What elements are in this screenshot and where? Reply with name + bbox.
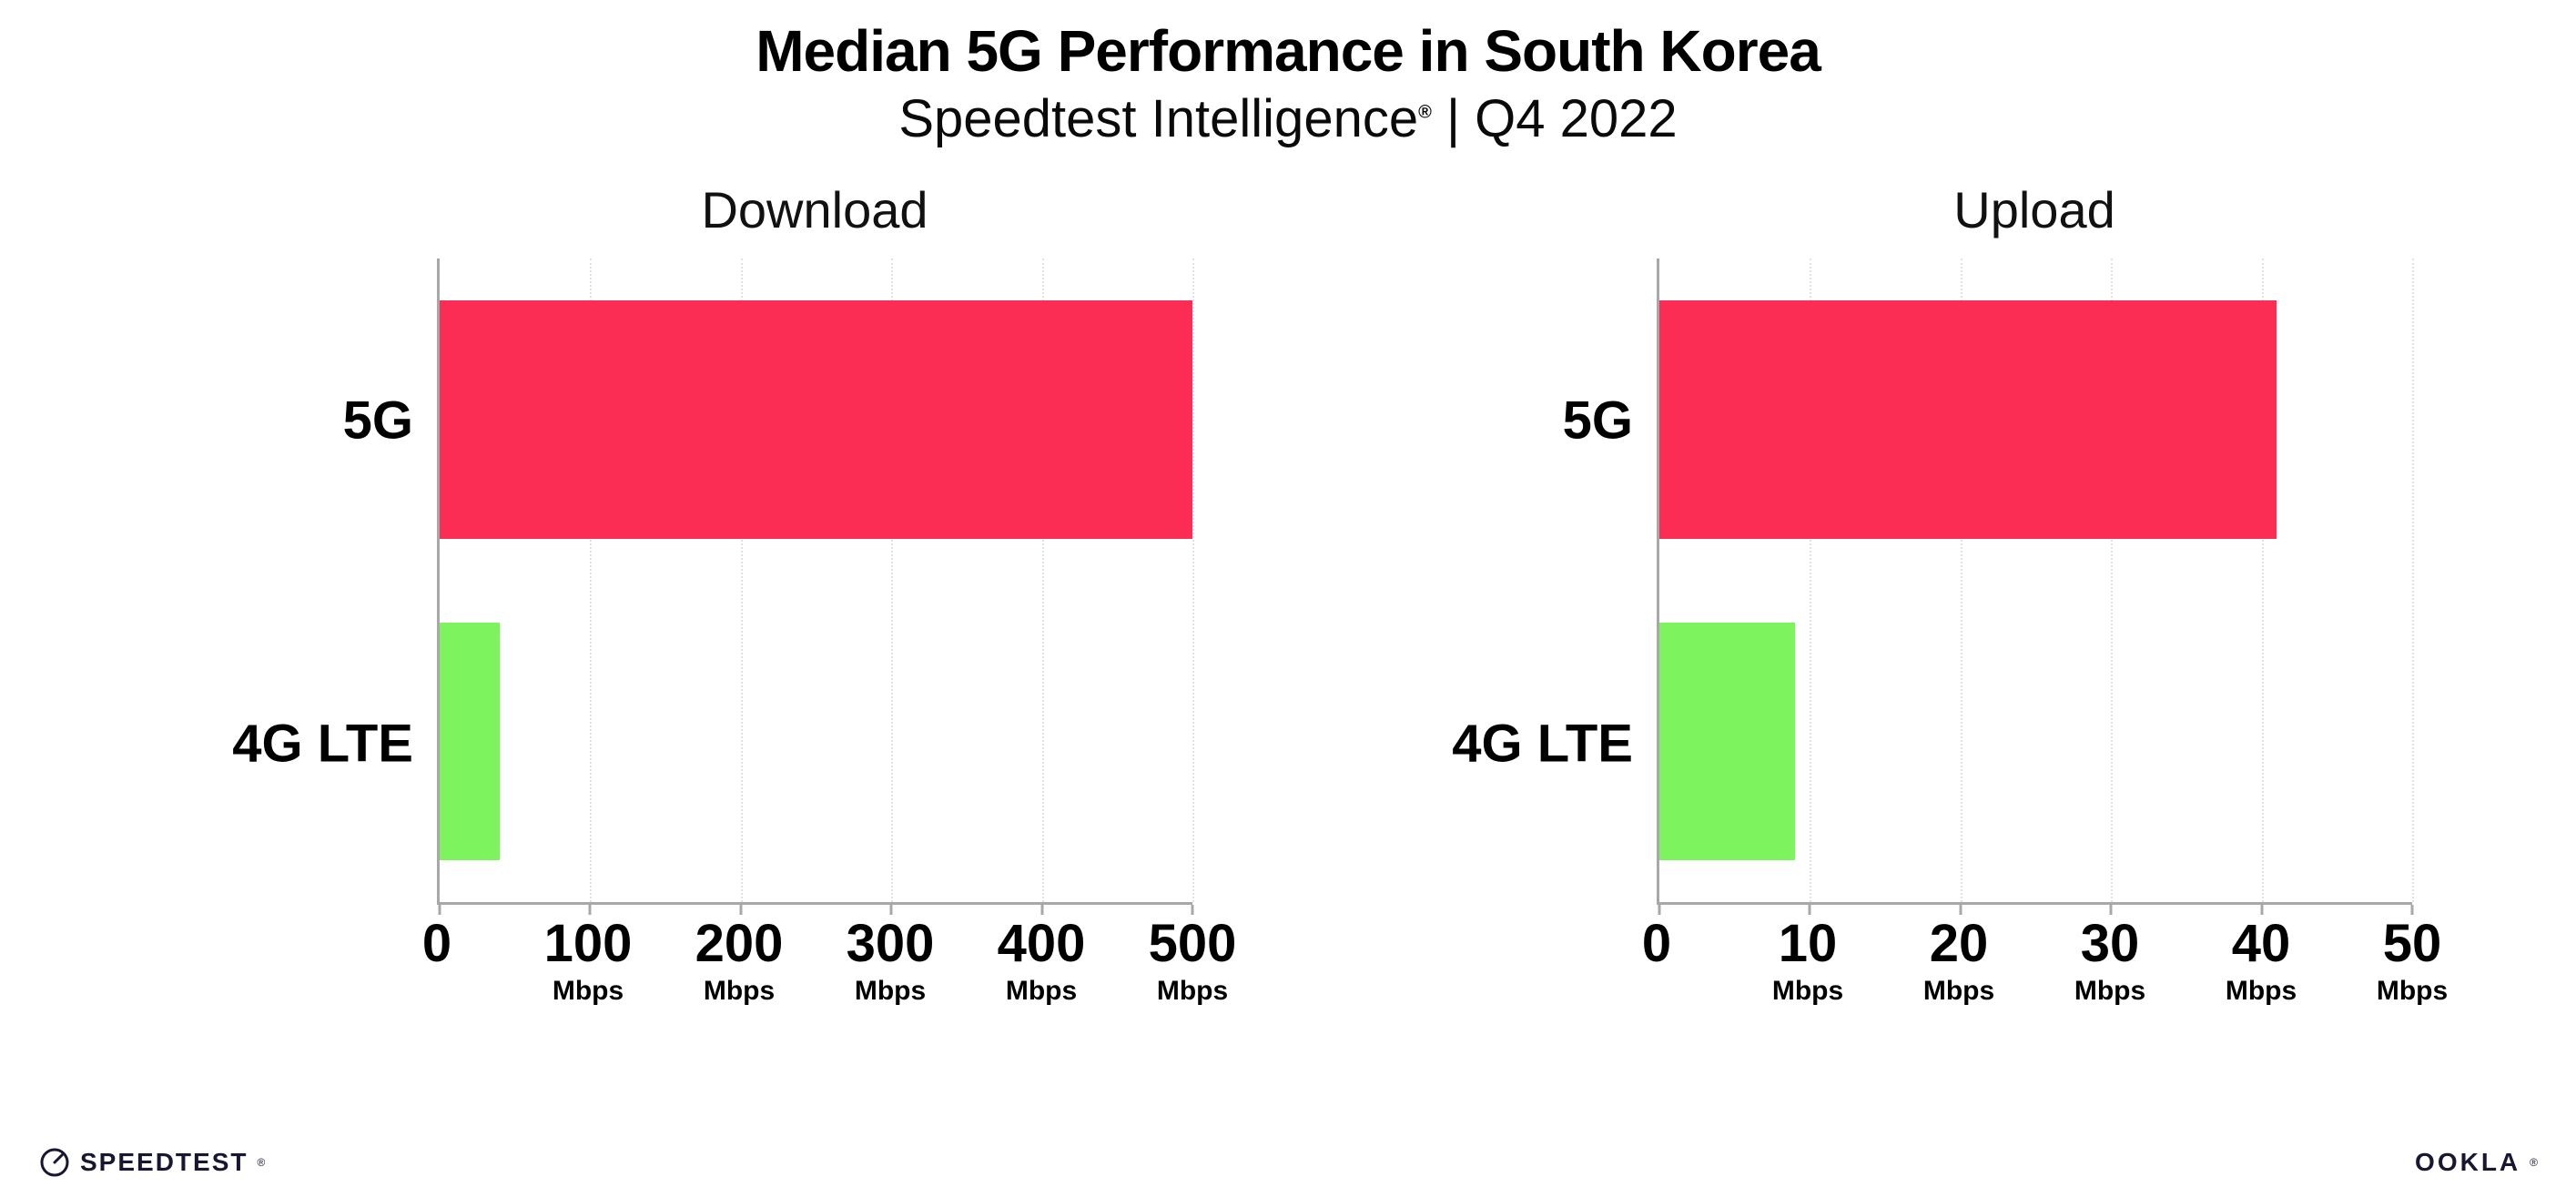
bar-5g bbox=[440, 300, 1192, 539]
tick-label: 40 Mbps bbox=[2226, 918, 2297, 1007]
download-chart-body: 5G 4G LTE bbox=[164, 259, 1194, 916]
gridline bbox=[740, 259, 743, 903]
tick-mark bbox=[889, 905, 893, 916]
page-title: Median 5G Performance in South Korea bbox=[756, 18, 1821, 84]
tick-mark bbox=[2109, 905, 2113, 916]
page-subtitle: Speedtest Intelligence® | Q4 2022 bbox=[0, 89, 2576, 150]
ookla-logo: OOKLA ® bbox=[2415, 1148, 2538, 1177]
upload-chart-title: Upload bbox=[1953, 181, 2115, 239]
gridline bbox=[2261, 259, 2264, 903]
tick-label: 20 Mbps bbox=[1923, 918, 1994, 1007]
tick-value: 10 bbox=[1778, 914, 1838, 974]
tick-mark bbox=[1658, 905, 1661, 916]
tick-label: 400 Mbps bbox=[998, 918, 1086, 1007]
tick-mark bbox=[2410, 905, 2414, 916]
tick-unit: Mbps bbox=[1005, 976, 1078, 1007]
footer: SPEEDTEST ® OOKLA ® bbox=[0, 1146, 2576, 1179]
tick-label: 300 Mbps bbox=[847, 918, 935, 1007]
upload-chart-body: 5G 4G LTE bbox=[1384, 259, 2414, 916]
speedtest-gauge-icon bbox=[40, 1148, 69, 1177]
tick-unit: Mbps bbox=[1771, 976, 1844, 1007]
download-plot-area bbox=[437, 259, 1194, 916]
subtitle-period: | Q4 2022 bbox=[1431, 88, 1678, 148]
upload-chart-panel: Upload 5G 4G LTE 0 10 Mbps 20 Mbps 30 Mbps 40 Mbp… bbox=[1384, 180, 2448, 1050]
download-chart-title: Download bbox=[701, 181, 928, 239]
gridline bbox=[1192, 259, 1194, 903]
tick-value: 50 bbox=[2382, 914, 2442, 974]
tick-mark bbox=[1040, 905, 1044, 916]
gridline bbox=[891, 259, 894, 903]
download-x-axis-ticks: 0 100 Mbps 200 Mbps 300 Mbps 400 Mbps 500 Mbps bbox=[422, 905, 1237, 1050]
speedtest-wordmark: SPEEDTEST bbox=[80, 1148, 248, 1176]
tick-label: 0 bbox=[1642, 918, 1671, 970]
tick-label: 200 Mbps bbox=[695, 918, 784, 1007]
category-label: 5G bbox=[1562, 391, 1633, 451]
tick-mark bbox=[1959, 905, 1962, 916]
tick-mark bbox=[2260, 905, 2264, 916]
category-label: 4G LTE bbox=[1452, 714, 1633, 774]
tick-unit: Mbps bbox=[703, 976, 776, 1007]
tick-unit: Mbps bbox=[2074, 976, 2146, 1007]
tick-mark bbox=[739, 905, 743, 916]
tick-label: 100 Mbps bbox=[544, 918, 633, 1007]
tick-value: 300 bbox=[846, 914, 935, 974]
tick-value: 200 bbox=[695, 914, 784, 974]
download-category-labels: 5G 4G LTE bbox=[164, 259, 437, 905]
tick-mark bbox=[588, 905, 592, 916]
tick-mark bbox=[1808, 905, 1811, 916]
tick-unit: Mbps bbox=[854, 976, 927, 1007]
tick-unit: Mbps bbox=[1156, 976, 1229, 1007]
speedtest-logo: SPEEDTEST ® bbox=[38, 1146, 265, 1179]
tick-label: 30 Mbps bbox=[2074, 918, 2145, 1007]
gridline bbox=[1810, 259, 1812, 903]
bar-4g-lte bbox=[440, 622, 501, 861]
tick-value: 500 bbox=[1148, 914, 1237, 974]
tick-unit: Mbps bbox=[2376, 976, 2449, 1007]
tick-mark bbox=[438, 905, 441, 916]
tick-unit: Mbps bbox=[1922, 976, 1995, 1007]
bar-5g bbox=[1659, 300, 2277, 539]
tick-label: 50 Mbps bbox=[2377, 918, 2448, 1007]
tick-unit: Mbps bbox=[552, 976, 624, 1007]
upload-plot-area bbox=[1657, 259, 2414, 916]
category-label: 5G bbox=[342, 391, 413, 451]
upload-category-labels: 5G 4G LTE bbox=[1384, 259, 1657, 905]
subtitle-text: Speedtest Intelligence bbox=[898, 88, 1419, 148]
tick-label: 10 Mbps bbox=[1772, 918, 1843, 1007]
gridline bbox=[590, 259, 593, 903]
speedtest-trademark: ® bbox=[257, 1156, 266, 1169]
gridline bbox=[1041, 259, 1044, 903]
tick-value: 30 bbox=[2080, 914, 2140, 974]
ookla-trademark: ® bbox=[2530, 1156, 2538, 1169]
gridline bbox=[1960, 259, 1962, 903]
charts-row: Download 5G 4G LTE 0 100 Mbps 200 Mbps 300 Mbps… bbox=[0, 180, 2576, 1050]
bar-4g-lte bbox=[1659, 622, 1795, 861]
tick-value: 100 bbox=[543, 914, 633, 974]
tick-value: 400 bbox=[997, 914, 1086, 974]
category-label: 4G LTE bbox=[232, 714, 413, 774]
tick-label: 0 bbox=[422, 918, 451, 970]
tick-value: 0 bbox=[1641, 914, 1672, 974]
gridline bbox=[2412, 259, 2414, 903]
tick-mark bbox=[1191, 905, 1194, 916]
tick-label: 500 Mbps bbox=[1149, 918, 1237, 1007]
tick-value: 20 bbox=[1929, 914, 1989, 974]
ookla-wordmark: OOKLA bbox=[2415, 1148, 2521, 1176]
tick-unit: Mbps bbox=[2225, 976, 2297, 1007]
upload-x-axis-ticks: 0 10 Mbps 20 Mbps 30 Mbps 40 Mbps 50 Mbps bbox=[1642, 905, 2448, 1050]
download-chart-panel: Download 5G 4G LTE 0 100 Mbps 200 Mbps 300 Mbps… bbox=[164, 180, 1237, 1050]
header: Median 5G Performance in South Korea Spe… bbox=[0, 0, 2576, 149]
tick-value: 40 bbox=[2231, 914, 2291, 974]
gridline bbox=[2111, 259, 2114, 903]
tick-value: 0 bbox=[421, 914, 452, 974]
registered-mark: ® bbox=[1418, 102, 1432, 123]
